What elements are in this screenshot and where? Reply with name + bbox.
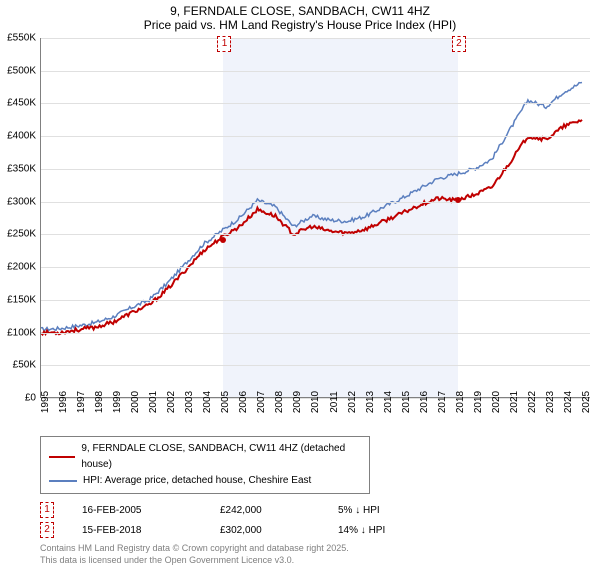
x-axis-label: 2017: [437, 391, 448, 413]
x-axis-label: 2002: [166, 391, 177, 413]
gridline: [41, 202, 590, 203]
footer: Contains HM Land Registry data © Crown c…: [40, 542, 600, 566]
x-axis-label: 2023: [545, 391, 556, 413]
y-axis-label: £350K: [7, 163, 36, 174]
series-line: [41, 83, 582, 331]
legend-swatch: [49, 456, 75, 458]
sale-price: £302,000: [220, 525, 310, 536]
legend-item: HPI: Average price, detached house, Ches…: [49, 473, 361, 489]
legend-swatch: [49, 480, 77, 482]
legend-label: HPI: Average price, detached house, Ches…: [83, 473, 311, 489]
y-axis-label: £0: [25, 393, 36, 404]
chart-title-line1: 9, FERNDALE CLOSE, SANDBACH, CW11 4HZ: [0, 4, 600, 18]
gridline: [41, 267, 590, 268]
x-axis-label: 2021: [509, 391, 520, 413]
x-axis-label: 2003: [184, 391, 195, 413]
x-axis-label: 2001: [148, 391, 159, 413]
x-axis-label: 2025: [581, 391, 592, 413]
gridline: [41, 71, 590, 72]
chart-title-block: 9, FERNDALE CLOSE, SANDBACH, CW11 4HZ Pr…: [0, 0, 600, 32]
x-axis-label: 2010: [310, 391, 321, 413]
x-axis-label: 2016: [419, 391, 430, 413]
y-axis-label: £100K: [7, 327, 36, 338]
sale-delta: 5% ↓ HPI: [338, 505, 438, 516]
sale-delta: 14% ↓ HPI: [338, 525, 438, 536]
x-axis-label: 2008: [274, 391, 285, 413]
sale-date: 16-FEB-2005: [82, 505, 192, 516]
gridline: [41, 300, 590, 301]
x-axis-label: 2015: [401, 391, 412, 413]
x-axis-label: 2007: [256, 391, 267, 413]
y-axis-label: £300K: [7, 196, 36, 207]
x-axis-label: 2009: [292, 391, 303, 413]
x-axis-label: 2013: [365, 391, 376, 413]
x-axis-label: 2011: [329, 391, 340, 413]
sale-marker-box: 2: [452, 36, 466, 52]
x-axis-label: 2024: [563, 391, 574, 413]
sale-marker-box: 1: [217, 36, 231, 52]
gridline: [41, 136, 590, 137]
gridline: [41, 169, 590, 170]
gridline: [41, 365, 590, 366]
x-axis-label: 2019: [473, 391, 484, 413]
y-axis-label: £550K: [7, 33, 36, 44]
x-axis-label: 2005: [220, 391, 231, 413]
chart-area: 12 £0£50K£100K£150K£200K£250K£300K£350K£…: [40, 38, 590, 398]
sale-row: 2 15-FEB-2018 £302,000 14% ↓ HPI: [40, 522, 600, 538]
legend-label: 9, FERNDALE CLOSE, SANDBACH, CW11 4HZ (d…: [81, 441, 361, 473]
y-axis-label: £250K: [7, 229, 36, 240]
y-axis-label: £150K: [7, 294, 36, 305]
legend-item: 9, FERNDALE CLOSE, SANDBACH, CW11 4HZ (d…: [49, 441, 361, 473]
footer-line2: This data is licensed under the Open Gov…: [40, 554, 600, 566]
gridline: [41, 234, 590, 235]
x-axis-label: 1999: [112, 391, 123, 413]
sale-marker-dot: [455, 197, 461, 203]
series-line: [41, 120, 582, 335]
x-axis-label: 1995: [40, 391, 51, 413]
sale-price: £242,000: [220, 505, 310, 516]
gridline: [41, 103, 590, 104]
gridline: [41, 333, 590, 334]
sale-row: 1 16-FEB-2005 £242,000 5% ↓ HPI: [40, 502, 600, 518]
x-axis-label: 2000: [130, 391, 141, 413]
x-axis-label: 2020: [491, 391, 502, 413]
gridline: [41, 38, 590, 39]
y-axis-label: £200K: [7, 262, 36, 273]
x-axis-label: 2006: [238, 391, 249, 413]
legend: 9, FERNDALE CLOSE, SANDBACH, CW11 4HZ (d…: [40, 436, 370, 494]
footer-line1: Contains HM Land Registry data © Crown c…: [40, 542, 600, 554]
sale-marker-box: 2: [40, 522, 54, 538]
x-axis-label: 1996: [58, 391, 69, 413]
x-axis-label: 2012: [347, 391, 358, 413]
sale-rows: 1 16-FEB-2005 £242,000 5% ↓ HPI 2 15-FEB…: [40, 502, 600, 538]
x-axis-label: 2014: [383, 391, 394, 413]
chart-title-line2: Price paid vs. HM Land Registry's House …: [0, 18, 600, 32]
y-axis-label: £500K: [7, 65, 36, 76]
x-axis-label: 1998: [94, 391, 105, 413]
y-axis-label: £50K: [13, 360, 36, 371]
x-axis-label: 1997: [76, 391, 87, 413]
x-axis-label: 2022: [527, 391, 538, 413]
x-axis-label: 2004: [202, 391, 213, 413]
plot-area: 12: [40, 38, 590, 398]
sale-marker-box: 1: [40, 502, 54, 518]
sale-marker-dot: [220, 237, 226, 243]
x-axis-label: 2018: [455, 391, 466, 413]
y-axis-label: £400K: [7, 131, 36, 142]
y-axis-label: £450K: [7, 98, 36, 109]
chart-svg: [41, 38, 591, 398]
sale-date: 15-FEB-2018: [82, 525, 192, 536]
